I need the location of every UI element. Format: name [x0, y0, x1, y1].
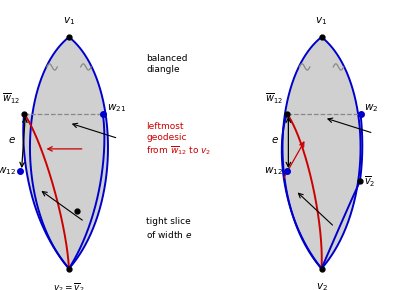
Text: balanced
diangle: balanced diangle: [146, 54, 188, 74]
Text: $v_2 = \overline{v}_2$: $v_2 = \overline{v}_2$: [53, 282, 85, 290]
Text: tight slice
of width $e$: tight slice of width $e$: [146, 217, 193, 240]
Text: $\boldsymbol{w_{12}}$: $\boldsymbol{w_{12}}$: [0, 165, 16, 177]
Text: $\boldsymbol{w_{12}}$: $\boldsymbol{w_{12}}$: [264, 165, 283, 177]
Text: $\boldsymbol{w_{21}}$: $\boldsymbol{w_{21}}$: [107, 103, 126, 115]
Text: $\overline{w}_{12}$: $\overline{w}_{12}$: [2, 92, 20, 106]
Polygon shape: [30, 37, 108, 269]
Text: $\overline{w}_{12}$: $\overline{w}_{12}$: [265, 92, 283, 106]
Text: $v_1$: $v_1$: [63, 15, 75, 27]
Text: $e$: $e$: [8, 135, 16, 145]
Polygon shape: [283, 37, 360, 269]
Text: $\overline{v}_2$: $\overline{v}_2$: [364, 174, 375, 188]
Text: $e$: $e$: [272, 135, 279, 145]
Text: $v_2$: $v_2$: [316, 282, 328, 290]
Polygon shape: [282, 114, 362, 269]
Text: leftmost
geodesic
from $\overline{w}_{12}$ to $v_2$: leftmost geodesic from $\overline{w}_{12…: [146, 122, 212, 157]
Polygon shape: [23, 114, 104, 269]
Text: $\boldsymbol{w_{2}}$: $\boldsymbol{w_{2}}$: [364, 103, 379, 115]
Text: $v_1$: $v_1$: [316, 15, 328, 27]
